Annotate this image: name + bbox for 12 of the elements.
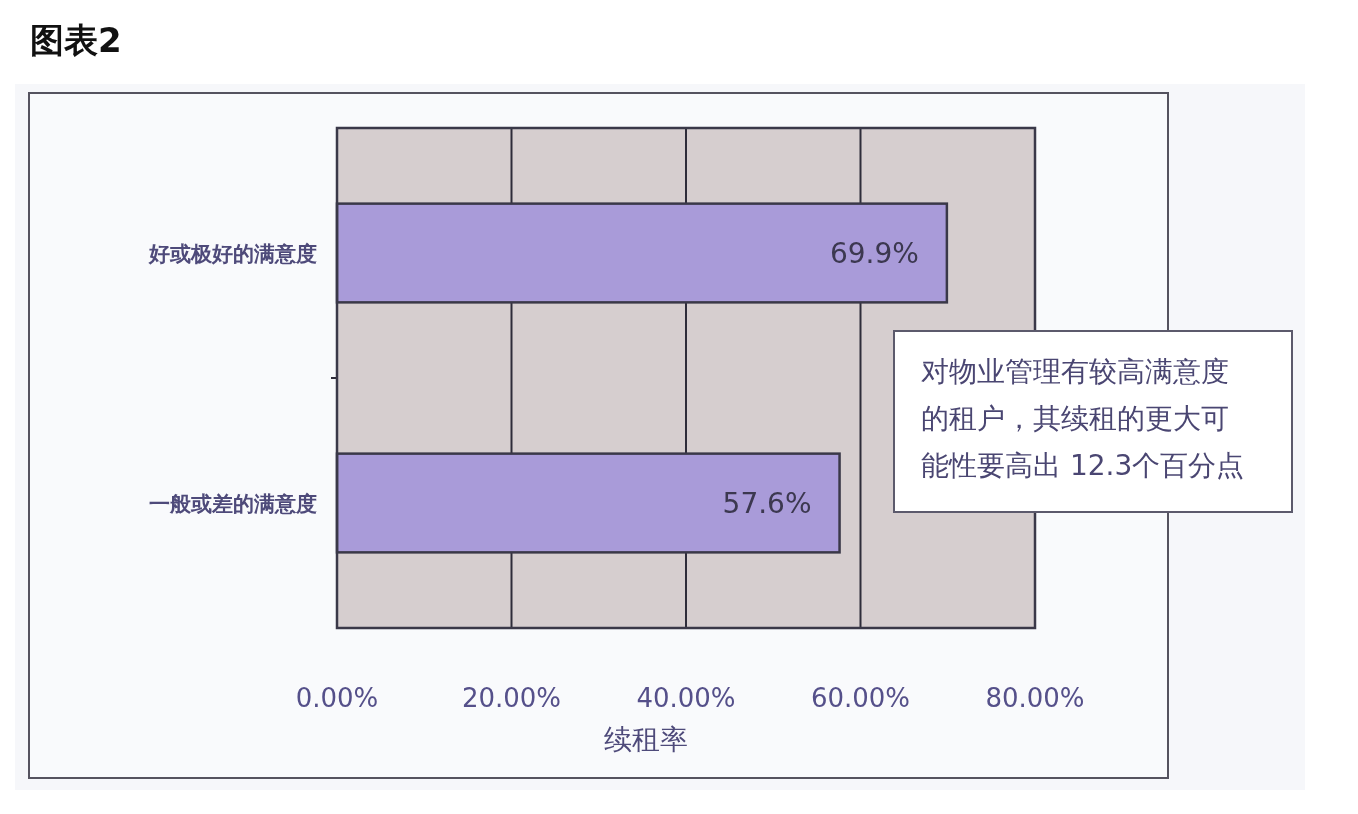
x-axis-title: 续租率 (604, 723, 688, 756)
x-tick-label: 0.00% (295, 683, 379, 713)
y-tick-label: 一般或差的满意度 (149, 492, 317, 516)
x-tick-label: 40.00% (636, 683, 736, 713)
x-tick-label: 20.00% (461, 683, 562, 713)
data-label: 57.6% (722, 487, 812, 520)
x-tick-label: 80.00% (985, 683, 1085, 713)
chart-title: 图表2 (30, 20, 122, 60)
data-label: 69.9% (829, 237, 919, 270)
annotation: 对物业管理有较高满意度的租户，其续租的更大可能性要高出 12.3个百分点 (893, 330, 1293, 513)
y-tick-label: 好或极好的满意度 (148, 242, 317, 266)
x-tick-label: 60.00% (810, 683, 911, 713)
